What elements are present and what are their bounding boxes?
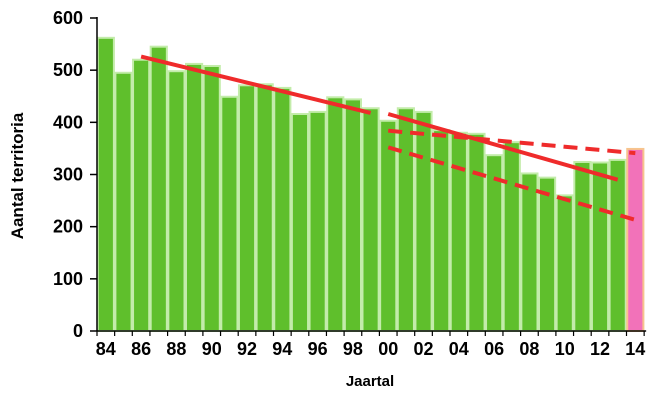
x-tick-label-94: 94	[272, 339, 292, 359]
bar-1994	[273, 86, 292, 332]
x-tick-label-86: 86	[131, 339, 151, 359]
bar-1995	[290, 112, 310, 332]
x-tick-label-96: 96	[308, 339, 328, 359]
y-tick-label-400: 400	[53, 112, 83, 132]
bar-1988	[167, 70, 186, 333]
bar-2011	[573, 160, 592, 332]
x-tick-label-88: 88	[166, 339, 186, 359]
bar-1993	[255, 83, 274, 332]
bar-2012	[590, 161, 610, 332]
y-axis-title: Aantal territoria	[8, 112, 27, 239]
trend-line-0	[140, 54, 372, 115]
x-tick-label-08: 08	[519, 339, 539, 359]
x-tick-label-06: 06	[484, 339, 504, 359]
bar-2007	[502, 141, 521, 332]
bar-2000	[379, 119, 398, 333]
x-tick-label-12: 12	[590, 339, 610, 359]
bars-group	[96, 36, 645, 333]
bar-2005	[467, 132, 486, 332]
y-tick-label-100: 100	[53, 269, 83, 289]
bar-2004	[449, 131, 468, 332]
bar-2013	[608, 158, 627, 332]
y-tick-label-600: 600	[53, 8, 83, 28]
bar-2014	[626, 147, 645, 332]
x-tick-label-10: 10	[555, 339, 575, 359]
x-tick-label-98: 98	[343, 339, 363, 359]
y-tick-label-500: 500	[53, 60, 83, 80]
x-tick-label-02: 02	[414, 339, 434, 359]
bar-1984	[96, 36, 115, 332]
trend-line-1	[387, 112, 619, 182]
x-tick-label-90: 90	[202, 339, 222, 359]
bar-1997	[326, 96, 345, 332]
y-tick-label-0: 0	[73, 321, 83, 341]
axes-group: 0 100 200 300 400 500 600 84 86 88 90 92 94 96 98 00 02 0…	[53, 8, 647, 359]
bar-2009	[538, 176, 557, 332]
dashed-trend-line-2	[388, 128, 636, 156]
bar-1987	[149, 45, 168, 332]
bar-2010	[555, 194, 574, 332]
trend-lines-group	[140, 54, 636, 222]
bar-2002	[414, 110, 433, 333]
x-axis-title: Jaartal	[346, 373, 394, 390]
bar-1986	[132, 58, 151, 332]
bar-1991	[220, 95, 239, 332]
bar-1989	[185, 62, 204, 332]
x-tick-label-92: 92	[237, 339, 257, 359]
bar-1990	[202, 64, 221, 332]
x-tick-label-04: 04	[449, 339, 469, 359]
bar-1992	[237, 84, 257, 332]
bar-2001	[396, 107, 415, 332]
x-tick-label-84: 84	[96, 339, 116, 359]
bar-1998	[343, 98, 363, 332]
y-tick-label-300: 300	[53, 165, 83, 185]
bar-1996	[308, 110, 327, 333]
bar-2008	[520, 172, 539, 332]
x-tick-label-00: 00	[378, 339, 398, 359]
y-tick-label-200: 200	[53, 217, 83, 237]
x-tick-label-14: 14	[625, 339, 645, 359]
bar-1985	[114, 71, 133, 333]
bar-1999	[361, 107, 380, 332]
